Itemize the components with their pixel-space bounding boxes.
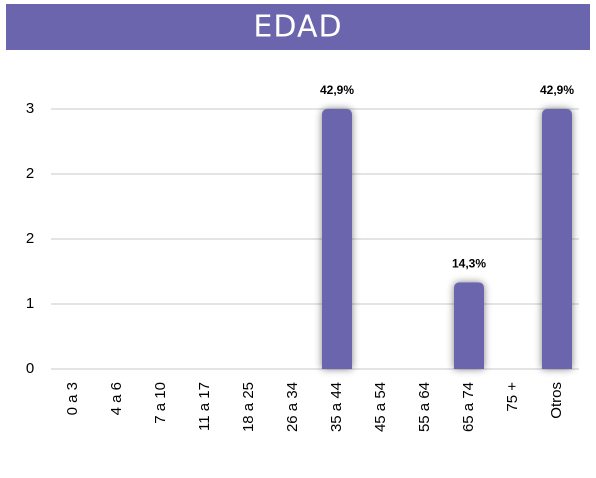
y-tick-label: 1 [26, 295, 34, 312]
x-tick-label: Otros [548, 382, 565, 419]
x-tick-label: 55 a 64 [416, 382, 433, 432]
x-tick-label: 4 a 6 [108, 382, 125, 415]
x-tick-label: 65 a 74 [460, 382, 477, 432]
chart-title: EDAD [253, 10, 342, 45]
x-tick-label: 18 a 25 [240, 382, 257, 432]
x-tick-label: 26 a 34 [284, 382, 301, 432]
x-tick-label: 35 a 44 [328, 382, 345, 432]
title-banner [6, 4, 590, 50]
x-tick-label: 75 + [504, 382, 521, 412]
x-tick-label: 11 a 17 [196, 382, 213, 431]
bar [454, 282, 484, 369]
value-label: 42,9% [320, 83, 354, 97]
y-tick-label: 0 [26, 360, 34, 377]
x-tick-label: 45 a 54 [372, 382, 389, 432]
y-tick-label: 2 [26, 230, 34, 247]
value-label: 42,9% [540, 83, 574, 97]
bar [322, 109, 352, 369]
value-label: 14,3% [452, 257, 486, 271]
y-tick-label: 3 [26, 100, 34, 117]
y-tick-label: 2 [26, 165, 34, 182]
bar [542, 109, 572, 369]
x-tick-label: 0 a 3 [64, 382, 81, 415]
x-tick-label: 7 a 10 [152, 382, 169, 424]
